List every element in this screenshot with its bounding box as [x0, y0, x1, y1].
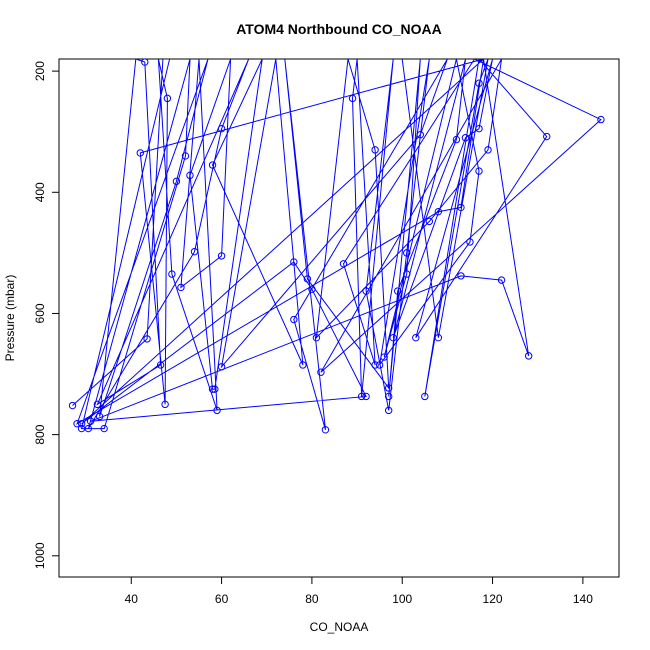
data-point — [475, 167, 483, 175]
data-point — [168, 270, 176, 278]
plot-area — [68, 58, 605, 434]
data-point — [303, 275, 312, 283]
data-point — [208, 161, 217, 169]
data-point — [457, 203, 465, 212]
data-point — [217, 363, 226, 371]
data-point — [457, 272, 465, 280]
data-point — [452, 135, 461, 144]
data-point — [497, 276, 506, 284]
x-tick-label: 80 — [305, 592, 319, 606]
data-point — [312, 333, 321, 342]
x-tick-label: 100 — [392, 592, 412, 606]
data-point — [211, 385, 219, 393]
data-point — [68, 401, 77, 410]
data-point — [384, 384, 393, 392]
data-point — [375, 361, 384, 369]
data-point — [156, 361, 165, 369]
series-line — [72, 59, 602, 430]
data-point — [308, 285, 316, 293]
y-tick-label: 1000 — [33, 542, 47, 569]
data-point — [217, 124, 226, 133]
data-point — [190, 247, 199, 256]
data-point — [384, 406, 393, 415]
data-point — [217, 252, 226, 260]
data-point — [172, 177, 181, 186]
data-point — [161, 400, 169, 409]
data-point — [597, 115, 605, 124]
y-axis-label: Pressure (mbar) — [3, 275, 17, 362]
data-point — [177, 283, 185, 292]
data-point — [484, 146, 492, 154]
data-point — [543, 132, 551, 141]
data-point — [416, 131, 424, 139]
data-point — [380, 353, 388, 361]
data-point — [466, 238, 474, 246]
data-point — [86, 417, 95, 425]
data-point — [389, 333, 397, 342]
data-point — [317, 368, 325, 376]
data-point — [412, 333, 420, 342]
data-point — [461, 134, 470, 142]
data-point — [100, 424, 108, 433]
data-point — [425, 217, 434, 226]
data-point — [213, 406, 221, 415]
data-point — [371, 361, 379, 369]
data-point — [84, 424, 93, 433]
data-point — [421, 392, 429, 401]
x-tick-label: 120 — [483, 592, 503, 606]
x-tick-label: 60 — [215, 592, 229, 606]
data-point — [339, 260, 348, 268]
data-point — [290, 315, 298, 324]
data-point — [348, 94, 357, 103]
data-point — [299, 361, 307, 369]
data-point — [403, 270, 411, 278]
y-tick-label: 800 — [33, 424, 47, 444]
data-point — [321, 426, 330, 434]
data-point — [357, 392, 366, 401]
data-point — [475, 79, 483, 87]
data-point — [434, 333, 443, 342]
plot-frame — [58, 58, 620, 578]
data-point — [95, 412, 104, 421]
data-point — [141, 58, 149, 66]
data-point — [362, 392, 370, 401]
data-point — [163, 94, 172, 103]
data-point — [186, 171, 194, 180]
y-tick-label: 600 — [33, 303, 47, 323]
y-tick-label: 400 — [33, 182, 47, 202]
data-point — [362, 287, 370, 295]
data-point — [93, 400, 102, 409]
data-point — [394, 287, 402, 295]
data-point — [524, 352, 533, 360]
data-point — [77, 420, 86, 428]
x-tick-label: 40 — [125, 592, 139, 606]
data-point — [143, 335, 151, 343]
data-point — [434, 207, 443, 216]
x-axis-label: CO_NOAA — [310, 620, 369, 634]
data-point — [403, 249, 411, 257]
x-tick-label: 140 — [573, 592, 593, 606]
data-point — [290, 258, 298, 266]
y-axis: 200 400 600 800 1000 — [33, 61, 59, 569]
data-point — [475, 124, 483, 133]
data-point — [371, 146, 379, 154]
data-point — [136, 149, 144, 157]
y-tick-label: 200 — [33, 61, 47, 81]
data-point — [208, 385, 217, 393]
data-point — [384, 392, 393, 401]
data-point — [73, 420, 81, 428]
x-axis: 40 60 80 100 120 140 — [125, 577, 593, 606]
chart-title: ATOM4 Northbound CO_NOAA — [236, 21, 442, 37]
data-point — [181, 152, 190, 160]
